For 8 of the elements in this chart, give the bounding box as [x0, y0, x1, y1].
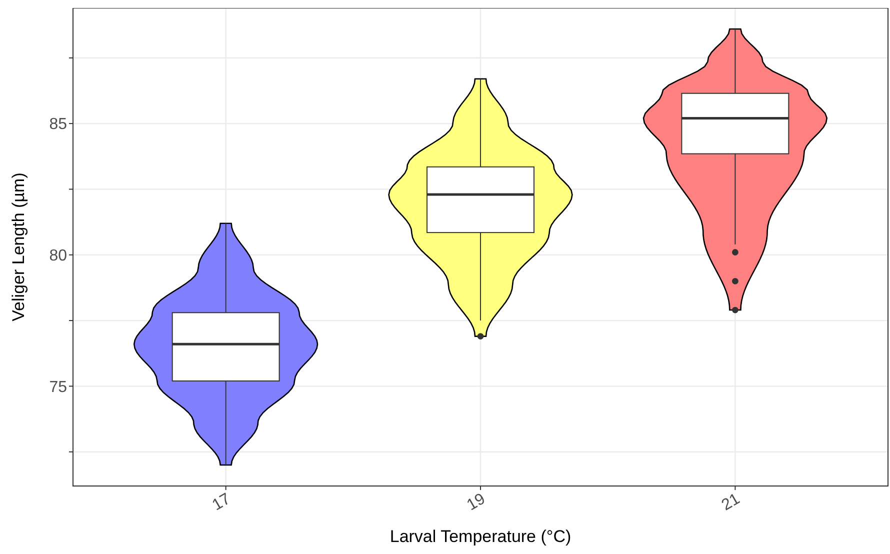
- y-tick-label: 75: [49, 378, 68, 396]
- x-tick-label: 19: [464, 490, 488, 514]
- x-tick-label: 21: [718, 490, 743, 514]
- y-tick-label: 85: [49, 116, 68, 134]
- x-axis-title: Larval Temperature (°C): [390, 527, 572, 546]
- y-axis-title: Veliger Length (µm): [9, 172, 28, 322]
- x-tick-label: 17: [210, 490, 234, 514]
- y-tick-label: 80: [49, 248, 68, 265]
